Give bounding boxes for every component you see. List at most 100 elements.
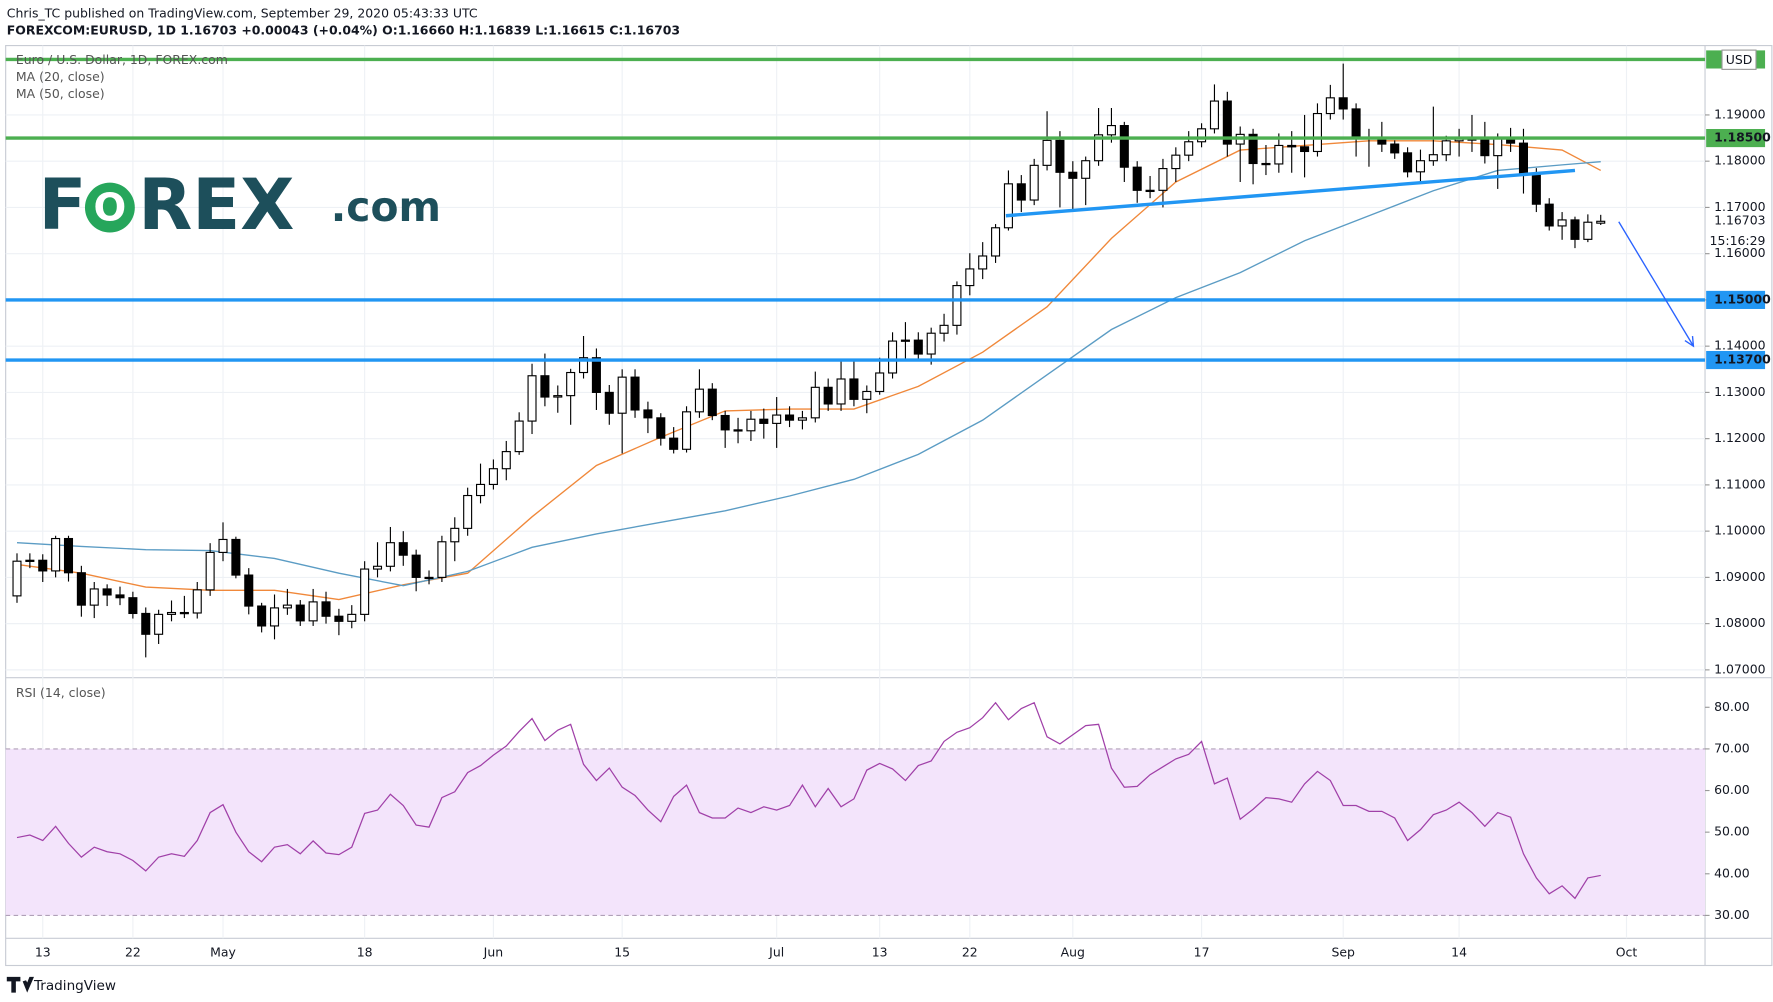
candle-body	[1531, 174, 1541, 205]
logo-circle	[84, 182, 135, 233]
candle-body	[1493, 137, 1503, 157]
candle-body	[89, 588, 99, 606]
candle-body	[1132, 166, 1142, 191]
candle-body	[707, 388, 717, 417]
x-tick-label: Jun	[483, 945, 503, 960]
y-tick-label: 1.11000	[1714, 476, 1766, 491]
candle-body	[849, 378, 859, 400]
candle-body	[630, 376, 640, 411]
candle-body	[591, 357, 601, 393]
candle-body	[1518, 142, 1529, 176]
candle-body	[682, 411, 692, 450]
candle-body	[1222, 100, 1232, 145]
y-tick-label: 1.17000	[1714, 199, 1766, 214]
candle-body	[398, 542, 408, 556]
candle-body	[128, 597, 138, 615]
logo-text: REX	[138, 164, 294, 246]
indicator-title: RSI (14, close)	[16, 685, 106, 700]
candle-body	[1415, 160, 1425, 173]
footer-icon	[6, 976, 34, 993]
x-tick-label: 22	[125, 945, 141, 960]
arrow-head	[1684, 335, 1695, 348]
candle-body	[1596, 220, 1606, 224]
candle-body	[746, 418, 756, 432]
candle-body	[154, 613, 164, 635]
candle-body	[759, 418, 769, 424]
candle-body	[1261, 162, 1271, 166]
legend-entry: MA (50, close)	[16, 86, 105, 101]
candle-body	[604, 391, 614, 414]
x-tick-label: 13	[872, 945, 888, 960]
x-tick-label: 17	[1194, 945, 1210, 960]
candle-body	[1029, 164, 1039, 201]
candle-body	[566, 371, 576, 397]
candle-body	[1248, 133, 1258, 165]
candle-body	[823, 386, 833, 405]
level-label: 1.15000	[1714, 291, 1771, 306]
candle-body	[643, 409, 653, 419]
rsi-line	[16, 701, 1601, 900]
candle-body	[862, 390, 872, 400]
candle-body	[295, 604, 305, 622]
level-label: 1.18500	[1714, 130, 1771, 145]
candle-body	[720, 414, 730, 431]
candle-body	[360, 568, 370, 615]
candle-body	[514, 420, 524, 453]
candle-body	[1441, 140, 1451, 156]
y-tick-label: 1.13000	[1714, 384, 1766, 399]
y-tick-label: 1.10000	[1714, 523, 1766, 538]
candle-body	[141, 612, 151, 635]
candle-body	[875, 372, 885, 393]
y-tick-label: 60.00	[1714, 782, 1750, 797]
candle-body	[669, 437, 679, 450]
frame	[5, 45, 1773, 967]
level-tag	[1706, 128, 1766, 148]
candle-body	[1403, 152, 1413, 173]
y-tick-label: 1.12000	[1714, 430, 1766, 445]
x-tick-label: Sep	[1331, 945, 1355, 960]
legend-entry: MA (20, close)	[16, 69, 105, 84]
candle-body	[1312, 112, 1322, 153]
candle-body	[321, 601, 331, 617]
x-tick-label: Aug	[1061, 945, 1085, 960]
x-tick-label: 15	[614, 945, 630, 960]
last-price-label: 1.16703	[1714, 213, 1765, 228]
candle-body	[527, 375, 537, 422]
x-tick-label: 14	[1451, 945, 1467, 960]
candle-body	[463, 494, 473, 529]
candle-body	[1274, 144, 1284, 165]
candle-body	[1287, 144, 1297, 148]
moving-average	[16, 140, 1602, 601]
candle-body	[1184, 141, 1194, 156]
candle-body	[102, 588, 112, 596]
arrow	[1618, 221, 1695, 347]
candle-body	[1119, 125, 1129, 168]
candle-body	[1106, 125, 1116, 136]
candle-body	[38, 559, 48, 572]
logo-text: .com	[331, 183, 441, 231]
candle-body	[205, 551, 215, 591]
y-tick-label: 1.19000	[1714, 106, 1766, 121]
y-tick-label: 40.00	[1714, 865, 1750, 880]
candle-body	[1557, 219, 1567, 227]
candle-body	[810, 386, 820, 419]
candle-body	[1068, 171, 1078, 179]
candle-body	[1570, 219, 1580, 240]
candle-body	[617, 376, 627, 414]
candle-body	[952, 285, 962, 326]
candle-body	[192, 589, 202, 614]
candle-body	[991, 227, 1001, 257]
candle-body	[1055, 139, 1065, 173]
candle-body	[772, 414, 782, 424]
candle-body	[1016, 183, 1026, 201]
candle-body	[1171, 154, 1181, 170]
candle-body	[900, 339, 910, 342]
footer-logo: TradingView	[6, 976, 116, 994]
candle-body	[475, 483, 486, 497]
logo: F O REX .com	[39, 164, 441, 246]
x-tick-label: 13	[35, 945, 51, 960]
currency-box	[1721, 49, 1757, 70]
y-tick-label: 70.00	[1714, 740, 1750, 755]
rsi-band	[5, 748, 1706, 916]
